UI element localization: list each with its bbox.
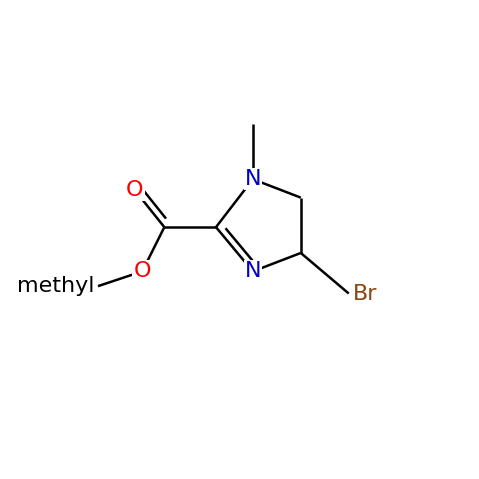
Text: methyl: methyl (17, 276, 94, 296)
Text: O: O (134, 262, 151, 281)
Text: N: N (245, 262, 261, 281)
Text: O: O (126, 180, 144, 200)
Text: Br: Br (353, 284, 377, 304)
Text: N: N (245, 169, 261, 189)
